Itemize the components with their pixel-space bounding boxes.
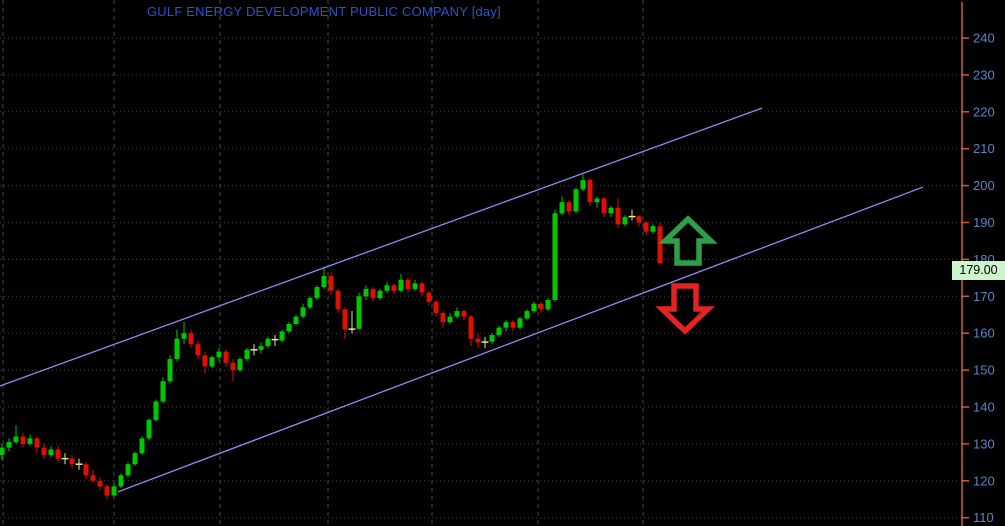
candles-layer: [0, 174, 663, 500]
price-axis[interactable]: 2402302202102001901801701601501401301201…: [961, 2, 995, 526]
axis-tick-label: 190: [973, 215, 995, 230]
last-price-tag: 179.00: [952, 261, 1005, 280]
annotations-layer[interactable]: [655, 215, 718, 335]
axis-tick-label: 200: [973, 178, 995, 193]
up-arrow[interactable]: [658, 215, 718, 266]
channel-upper[interactable]: [0, 107, 763, 387]
trend-channel[interactable]: [0, 107, 924, 493]
axis-tick-label: 160: [973, 326, 995, 341]
axis-tick-label: 150: [973, 363, 995, 378]
down-arrow[interactable]: [655, 283, 715, 335]
axis-tick-label: 110: [973, 510, 994, 525]
axis-tick-label: 240: [973, 31, 995, 46]
axis-tick-label: 130: [973, 436, 995, 451]
channel-lower[interactable]: [117, 186, 924, 493]
axis-tick-label: 210: [973, 141, 995, 156]
axis-tick-label: 140: [973, 400, 995, 415]
axis-tick-label: 220: [973, 104, 995, 119]
chart-title: GULF ENERGY DEVELOPMENT PUBLIC COMPANY […: [147, 4, 501, 19]
axis-tick-label: 170: [973, 289, 995, 304]
axis-tick-label: 120: [973, 473, 995, 488]
axis-tick-label: 230: [973, 67, 995, 82]
